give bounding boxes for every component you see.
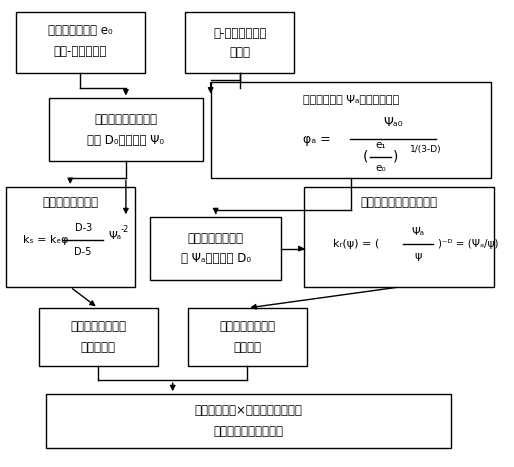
Text: D-5: D-5 bbox=[75, 247, 92, 257]
Text: ψ: ψ bbox=[414, 251, 422, 261]
Text: 对非饱和相对渗透: 对非饱和相对渗透 bbox=[219, 320, 276, 333]
Text: φₐ =: φₐ = bbox=[303, 133, 331, 146]
Bar bbox=[211, 82, 491, 177]
Text: 拟合得到变形前的分: 拟合得到变形前的分 bbox=[95, 113, 157, 126]
Text: 维数 D₀和进气值 Ψ₀: 维数 D₀和进气值 Ψ₀ bbox=[87, 134, 164, 147]
Text: 系数预测: 系数预测 bbox=[233, 341, 261, 354]
Text: D-3: D-3 bbox=[75, 223, 92, 234]
Text: 形模型: 形模型 bbox=[229, 46, 250, 59]
Text: 变形后进气值 Ψₐ的预测公式：: 变形后进气值 Ψₐ的预测公式： bbox=[303, 94, 399, 104]
Text: 土-水特征曲线分: 土-水特征曲线分 bbox=[213, 27, 266, 40]
Bar bbox=[6, 187, 135, 287]
Text: ): ) bbox=[393, 149, 398, 163]
Bar bbox=[150, 217, 282, 280]
Text: kₛ = kₑφ: kₛ = kₑφ bbox=[23, 235, 68, 245]
Text: 饱和渗透系数模型: 饱和渗透系数模型 bbox=[42, 197, 98, 210]
Text: (: ( bbox=[362, 149, 368, 163]
Bar bbox=[49, 99, 203, 161]
Text: e₀: e₀ bbox=[375, 163, 386, 173]
Text: Ψₐ₀: Ψₐ₀ bbox=[383, 116, 403, 129]
Text: 和系数预测: 和系数预测 bbox=[81, 341, 116, 354]
Bar bbox=[188, 308, 307, 366]
Text: 数得到非饱和渗透系数: 数得到非饱和渗透系数 bbox=[214, 425, 284, 438]
Text: 值 Ψₐ和分维数 D₀: 值 Ψₐ和分维数 D₀ bbox=[181, 252, 251, 265]
Text: Ψₐ: Ψₐ bbox=[109, 231, 122, 241]
Text: 的土-水特征曲线: 的土-水特征曲线 bbox=[53, 45, 107, 58]
Bar bbox=[304, 187, 494, 287]
Text: 得到变形后的进气: 得到变形后的进气 bbox=[188, 232, 244, 245]
Text: kᵣ(ψ) = (: kᵣ(ψ) = ( bbox=[333, 239, 379, 249]
Text: 饱和渗透系数×非饱和相对渗透系: 饱和渗透系数×非饱和相对渗透系 bbox=[195, 404, 303, 417]
Bar bbox=[46, 394, 451, 448]
Text: 对变形后土体的饱: 对变形后土体的饱 bbox=[70, 320, 126, 333]
Bar bbox=[39, 308, 157, 366]
Text: 测得初始孔隙比 e₀: 测得初始孔隙比 e₀ bbox=[48, 24, 113, 37]
Bar bbox=[186, 12, 294, 73]
Text: -2: -2 bbox=[120, 225, 128, 234]
Bar bbox=[16, 12, 145, 73]
Text: 非饱和相对渗透系数模型: 非饱和相对渗透系数模型 bbox=[361, 197, 437, 210]
Text: 1/(3-D): 1/(3-D) bbox=[410, 145, 442, 154]
Text: Ψₐ: Ψₐ bbox=[412, 227, 425, 237]
Text: e₁: e₁ bbox=[375, 140, 386, 150]
Text: )⁻ᴰ = (Ψₐ/ψ): )⁻ᴰ = (Ψₐ/ψ) bbox=[438, 239, 499, 249]
